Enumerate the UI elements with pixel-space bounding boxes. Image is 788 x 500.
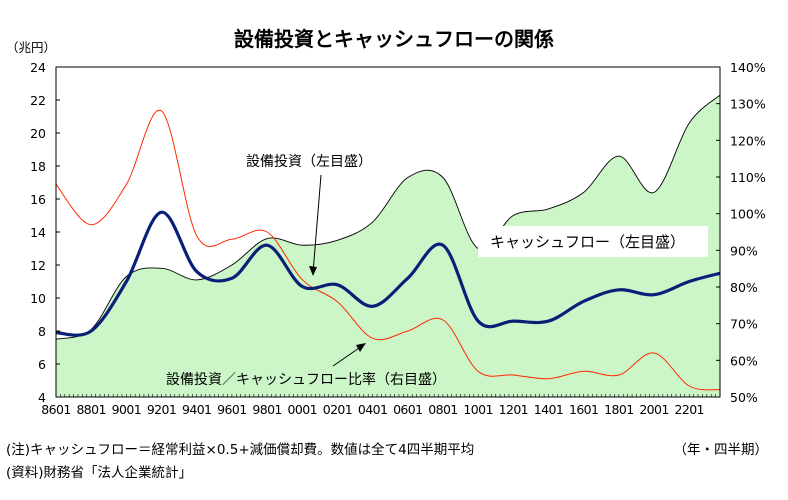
right-y-tick-label: 70% <box>730 317 758 332</box>
x-tick-label: 9401 <box>182 402 211 417</box>
series-capex-line <box>55 210 721 337</box>
left-axis-unit: （兆円） <box>6 40 56 55</box>
note-source: (資料)財務省「法人企業統計」 <box>6 465 193 481</box>
axes <box>55 66 721 398</box>
chart-title: 設備投資とキャッシュフローの関係 <box>234 27 554 51</box>
annotation-ratio-arrow <box>332 345 363 367</box>
x-tick-label: 2001 <box>639 402 668 417</box>
right-y-tick-label: 130% <box>730 97 766 112</box>
left-y-tick-label: 16 <box>30 192 46 207</box>
x-tick-label: 0201 <box>323 402 352 417</box>
annotation-capex-arrow <box>312 174 322 274</box>
right-y-tick-label: 120% <box>730 133 766 148</box>
x-tick-label: 1401 <box>534 402 563 417</box>
annotation-ratio-arrowhead <box>356 343 366 352</box>
x-tick-label: 0801 <box>428 402 457 417</box>
left-y-tick-label: 12 <box>30 258 46 273</box>
x-tick-label: 1201 <box>499 402 528 417</box>
x-tick-label: 9801 <box>252 402 281 417</box>
right-y-tick-label: 50% <box>730 390 758 405</box>
left-y-tick-label: 22 <box>30 93 46 108</box>
x-tick-label: 1601 <box>569 402 598 417</box>
x-tick-label: 1801 <box>604 402 633 417</box>
left-y-tick-label: 20 <box>30 126 46 141</box>
right-y-tick-label: 80% <box>730 280 758 295</box>
series-cashflow-area <box>56 95 720 397</box>
left-y-tick-label: 6 <box>38 357 46 372</box>
x-tick-label: 0401 <box>358 402 387 417</box>
left-y-tick-label: 4 <box>38 390 46 405</box>
right-y-tick-label: 140% <box>730 60 766 75</box>
note-definition: (注)キャッシュフロー＝経常利益×0.5+減価償却費。数値は全て4四半期平均 <box>6 442 475 458</box>
right-y-tick-label: 110% <box>730 170 766 185</box>
x-tick-label: 0001 <box>288 402 317 417</box>
left-y-tick-label: 24 <box>30 60 46 75</box>
x-tick-label: 8601 <box>41 402 70 417</box>
right-y-tick-label: 60% <box>730 353 758 368</box>
x-tick-label: 9201 <box>147 402 176 417</box>
right-y-tick-label: 100% <box>730 207 766 222</box>
left-y-tick-label: 14 <box>30 225 46 240</box>
annotation-cashflow: キャッシュフロー（左目盛） <box>490 233 685 251</box>
x-tick-label: 8801 <box>76 402 105 417</box>
left-y-tick-label: 10 <box>30 291 46 306</box>
left-y-tick-label: 8 <box>38 324 46 339</box>
annotation-cashflow-box <box>478 226 708 257</box>
left-y-tick-label: 18 <box>30 159 46 174</box>
right-y-tick-label: 90% <box>730 243 758 258</box>
annotation-capex-arrowhead <box>309 266 317 276</box>
x-tick-label: 2201 <box>675 402 704 417</box>
x-tick-label: 0601 <box>393 402 422 417</box>
annotation-capex: 設備投資（左目盛） <box>246 154 372 170</box>
series-cashflow-line <box>55 94 721 340</box>
chart: 設備投資とキャッシュフローの関係 （兆円） 4 6 8 10 12 14 16 18 20 22 2… <box>6 27 766 417</box>
x-tick-label: 9601 <box>217 402 246 417</box>
series-ratio-line <box>55 109 721 391</box>
period-label: （年・四半期） <box>673 442 769 458</box>
tick-labels: 4 6 8 10 12 14 16 18 20 22 24 50% 60% 70% 80% 90% 100% 11… <box>30 60 766 417</box>
annotation-ratio: 設備投資／キャッシュフロー比率（右目盛） <box>166 371 446 388</box>
x-tick-label: 1001 <box>463 402 492 417</box>
x-tick-label: 9001 <box>112 402 141 417</box>
